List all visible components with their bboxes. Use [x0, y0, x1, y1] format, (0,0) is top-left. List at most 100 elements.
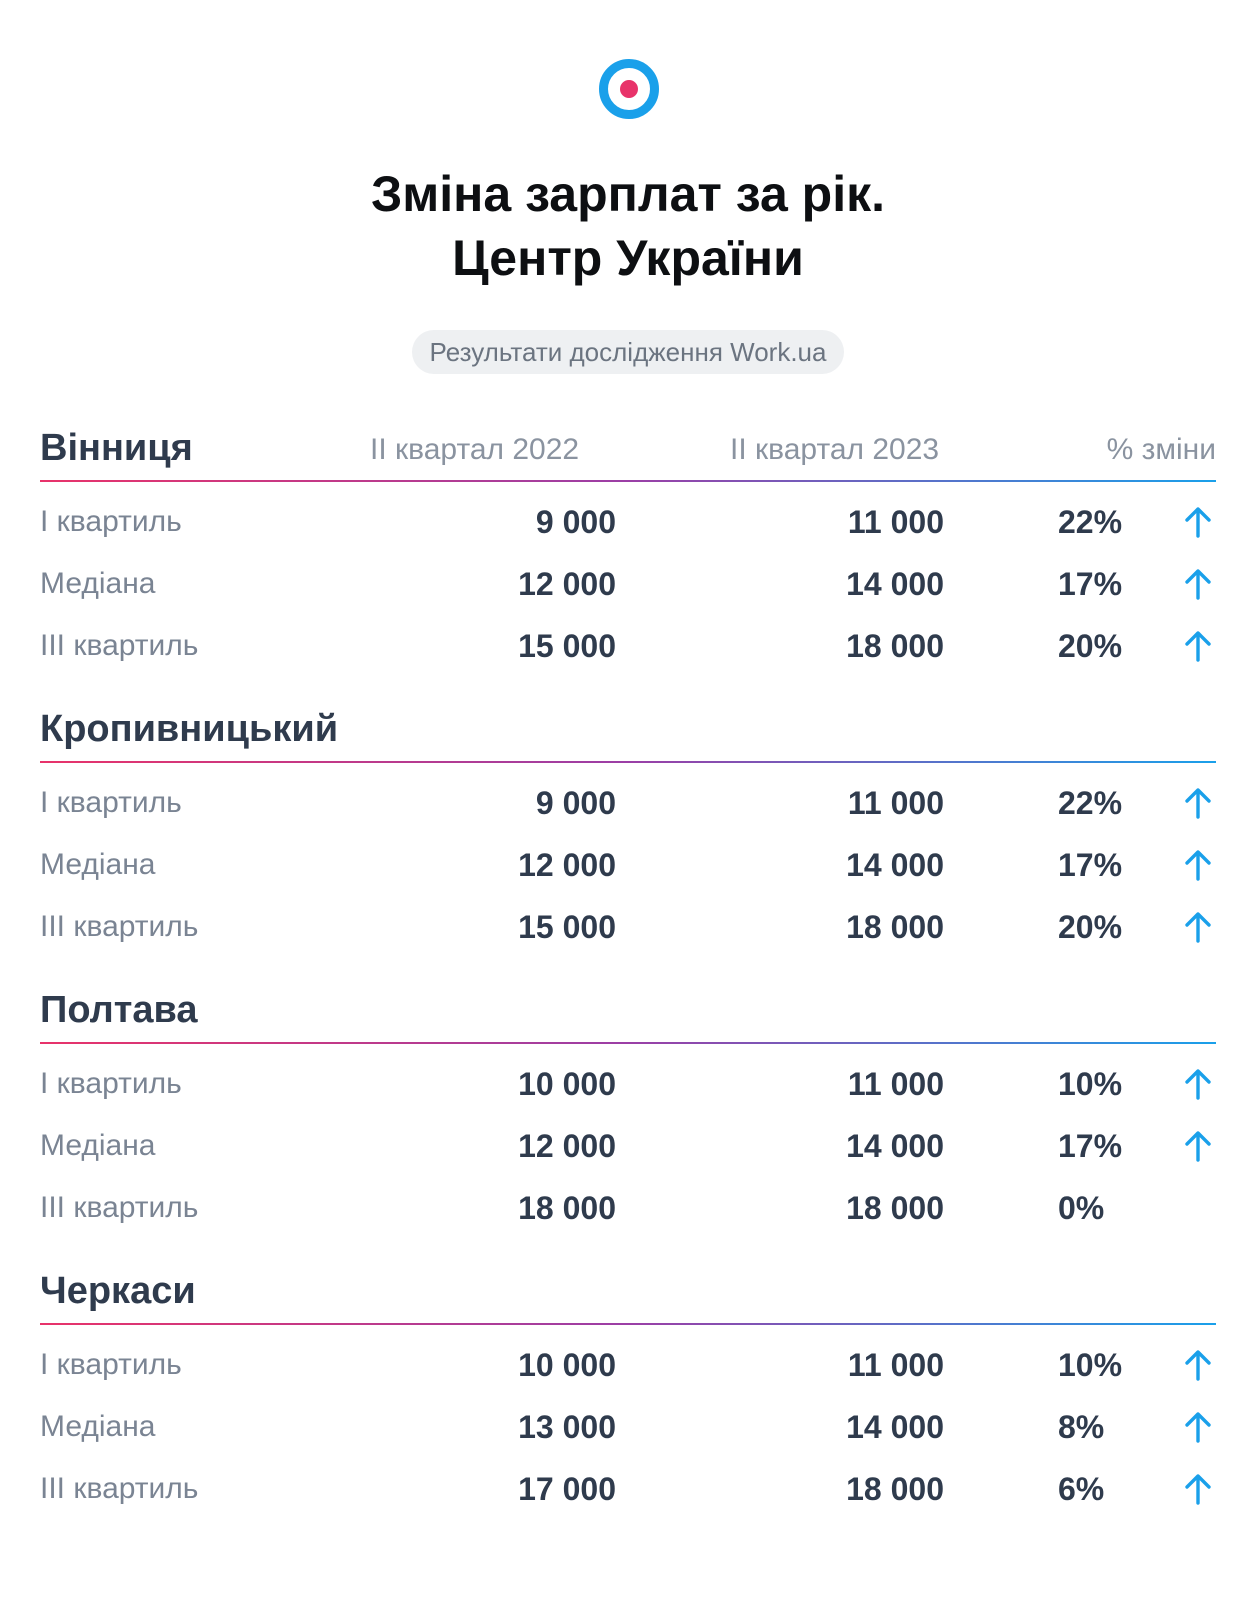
- table-row: III квартиль 18 000 18 000 0%: [40, 1176, 1216, 1238]
- change-percent: 22%: [1058, 504, 1123, 540]
- city-header: Вінниця II квартал 2022 II квартал 2023 % з…: [40, 422, 1216, 480]
- arrow-up-icon: [1180, 909, 1216, 945]
- change-percent: 10%: [1058, 1066, 1123, 1102]
- value-2022: 18 000: [518, 1190, 616, 1226]
- city-header: Черкаси: [40, 1265, 1216, 1323]
- change-percent: 17%: [1058, 847, 1123, 883]
- row-label: III квартиль: [40, 910, 199, 943]
- city-name: Кропивницький: [40, 708, 339, 750]
- change-percent: 17%: [1058, 566, 1123, 602]
- change-percent: 0%: [1058, 1190, 1105, 1226]
- table-row: Медіана 12 000 14 000 17%: [40, 552, 1216, 614]
- column-header: II квартал 2022: [370, 433, 580, 466]
- arrow-up-icon: [1180, 785, 1216, 821]
- page-title: Зміна зарплат за рік. Центр України: [0, 162, 1256, 290]
- row-label: Медіана: [40, 848, 156, 881]
- value-2023: 14 000: [846, 1409, 944, 1445]
- arrow-up-icon: [1180, 847, 1216, 883]
- value-2022: 12 000: [518, 566, 616, 602]
- row-label: I квартиль: [40, 786, 182, 819]
- value-2022: 10 000: [518, 1347, 616, 1383]
- value-2023: 18 000: [846, 1471, 944, 1507]
- page-title-line1: Зміна зарплат за рік.: [370, 166, 886, 222]
- arrow-up-icon: [1180, 504, 1216, 540]
- value-2023: 14 000: [846, 566, 944, 602]
- value-2023: 11 000: [847, 1347, 944, 1383]
- city-table: Полтава I квартиль 10 000 11 000 10% Медіана 1…: [40, 984, 1216, 1238]
- logo-dot: [620, 80, 638, 98]
- row-spacer: [40, 1044, 1216, 1052]
- row-label: I квартиль: [40, 1067, 182, 1100]
- value-2022: 13 000: [518, 1409, 616, 1445]
- city-table: Черкаси I квартиль 10 000 11 000 10% Медіана 1…: [40, 1265, 1216, 1519]
- row-label: III квартиль: [40, 1472, 199, 1505]
- arrow-up-icon: [1180, 1409, 1216, 1445]
- city-header: Кропивницький: [40, 703, 1216, 761]
- workua-logo-icon: [599, 59, 659, 119]
- row-spacer: [40, 482, 1216, 490]
- city-table: Вінниця II квартал 2022 II квартал 2023 % з…: [40, 422, 1216, 676]
- row-label: Медіана: [40, 567, 156, 600]
- value-2023: 14 000: [846, 1128, 944, 1164]
- value-2022: 9 000: [535, 785, 616, 821]
- value-2023: 18 000: [846, 909, 944, 945]
- value-2022: 15 000: [518, 909, 616, 945]
- arrow-up-icon: [1180, 1128, 1216, 1164]
- change-percent: 8%: [1058, 1409, 1105, 1445]
- page-title-line2: Центр України: [452, 230, 804, 286]
- table-row: Медіана 13 000 14 000 8%: [40, 1395, 1216, 1457]
- city-table: Кропивницький I квартиль 9 000 11 000 22% Мед…: [40, 703, 1216, 957]
- gradient-divider: [40, 1323, 1216, 1325]
- value-2023: 11 000: [847, 785, 944, 821]
- value-2023: 11 000: [847, 504, 944, 540]
- city-name: Полтава: [40, 989, 198, 1031]
- city-name: Черкаси: [40, 1270, 196, 1312]
- value-2022: 17 000: [518, 1471, 616, 1507]
- value-2022: 10 000: [518, 1066, 616, 1102]
- value-2022: 12 000: [518, 1128, 616, 1164]
- value-2023: 18 000: [846, 628, 944, 664]
- arrow-up-icon: [1180, 628, 1216, 664]
- row-label: I квартиль: [40, 505, 182, 538]
- gradient-divider: [40, 761, 1216, 763]
- column-header: II квартал 2023: [730, 433, 940, 466]
- city-name: Вінниця: [40, 427, 193, 469]
- source-badge: Результати дослідження Work.ua: [411, 330, 845, 374]
- row-label: I квартиль: [40, 1348, 182, 1381]
- gradient-divider: [40, 480, 1216, 482]
- change-percent: 10%: [1058, 1347, 1123, 1383]
- value-2022: 12 000: [518, 847, 616, 883]
- row-spacer: [40, 1325, 1216, 1333]
- table-row: I квартиль 9 000 11 000 22%: [40, 771, 1216, 833]
- value-2022: 15 000: [518, 628, 616, 664]
- arrow-up-icon: [1180, 566, 1216, 602]
- table-row: Медіана 12 000 14 000 17%: [40, 1114, 1216, 1176]
- gradient-divider: [40, 1042, 1216, 1044]
- arrow-up-icon: [1180, 1471, 1216, 1507]
- table-row: I квартиль 9 000 11 000 22%: [40, 490, 1216, 552]
- row-label: III квартиль: [40, 1191, 199, 1224]
- change-percent: 22%: [1058, 785, 1123, 821]
- change-percent: 20%: [1058, 628, 1123, 664]
- value-2022: 9 000: [535, 504, 616, 540]
- value-2023: 14 000: [846, 847, 944, 883]
- change-percent: 20%: [1058, 909, 1123, 945]
- city-header: Полтава: [40, 984, 1216, 1042]
- table-row: Медіана 12 000 14 000 17%: [40, 833, 1216, 895]
- row-label: III квартиль: [40, 629, 199, 662]
- row-spacer: [40, 763, 1216, 771]
- table-row: III квартиль 17 000 18 000 6%: [40, 1457, 1216, 1519]
- row-label: Медіана: [40, 1410, 156, 1443]
- arrow-up-icon: [1180, 1347, 1216, 1383]
- change-percent: 17%: [1058, 1128, 1123, 1164]
- table-row: III квартиль 15 000 18 000 20%: [40, 895, 1216, 957]
- arrow-up-icon: [1180, 1066, 1216, 1102]
- table-row: III квартиль 15 000 18 000 20%: [40, 614, 1216, 676]
- row-label: Медіана: [40, 1129, 156, 1162]
- column-header: % зміни: [1106, 433, 1216, 466]
- table-row: I квартиль 10 000 11 000 10%: [40, 1333, 1216, 1395]
- table-row: I квартиль 10 000 11 000 10%: [40, 1052, 1216, 1114]
- value-2023: 11 000: [847, 1066, 944, 1102]
- change-percent: 6%: [1058, 1471, 1105, 1507]
- value-2023: 18 000: [846, 1190, 944, 1226]
